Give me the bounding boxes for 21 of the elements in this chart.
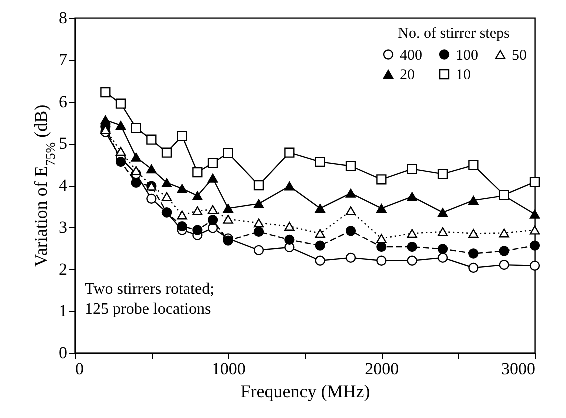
y-tick-label: 7 xyxy=(59,50,68,70)
legend-label: 50 xyxy=(512,48,527,64)
legend-label: 20 xyxy=(400,68,415,84)
y-tick-label: 0 xyxy=(59,344,68,362)
annotation: Two stirrers rotated; 125 probe locations xyxy=(85,281,215,318)
y-tick-label: 5 xyxy=(59,134,68,154)
y-tick-label: 1 xyxy=(59,302,68,321)
x-tick-label: 3000 xyxy=(502,360,536,378)
x-tick-label: 2000 xyxy=(365,360,400,378)
legend-title: No. of stirrer steps xyxy=(398,26,510,42)
y-tick-label: 3 xyxy=(59,218,68,237)
y-tick-label: 4 xyxy=(59,176,68,195)
x-tick-label: 0 xyxy=(76,360,84,378)
x-axis-title: Frequency (MHz) xyxy=(240,382,370,402)
x-tick-label: 1000 xyxy=(212,360,246,378)
y-tick-label: 6 xyxy=(59,92,68,112)
legend-label: 10 xyxy=(456,68,471,84)
legend-label: 100 xyxy=(456,48,478,64)
y-tick-label: 8 xyxy=(59,8,68,28)
y-tick-label: 2 xyxy=(59,260,68,279)
legend-label: 400 xyxy=(400,48,422,64)
